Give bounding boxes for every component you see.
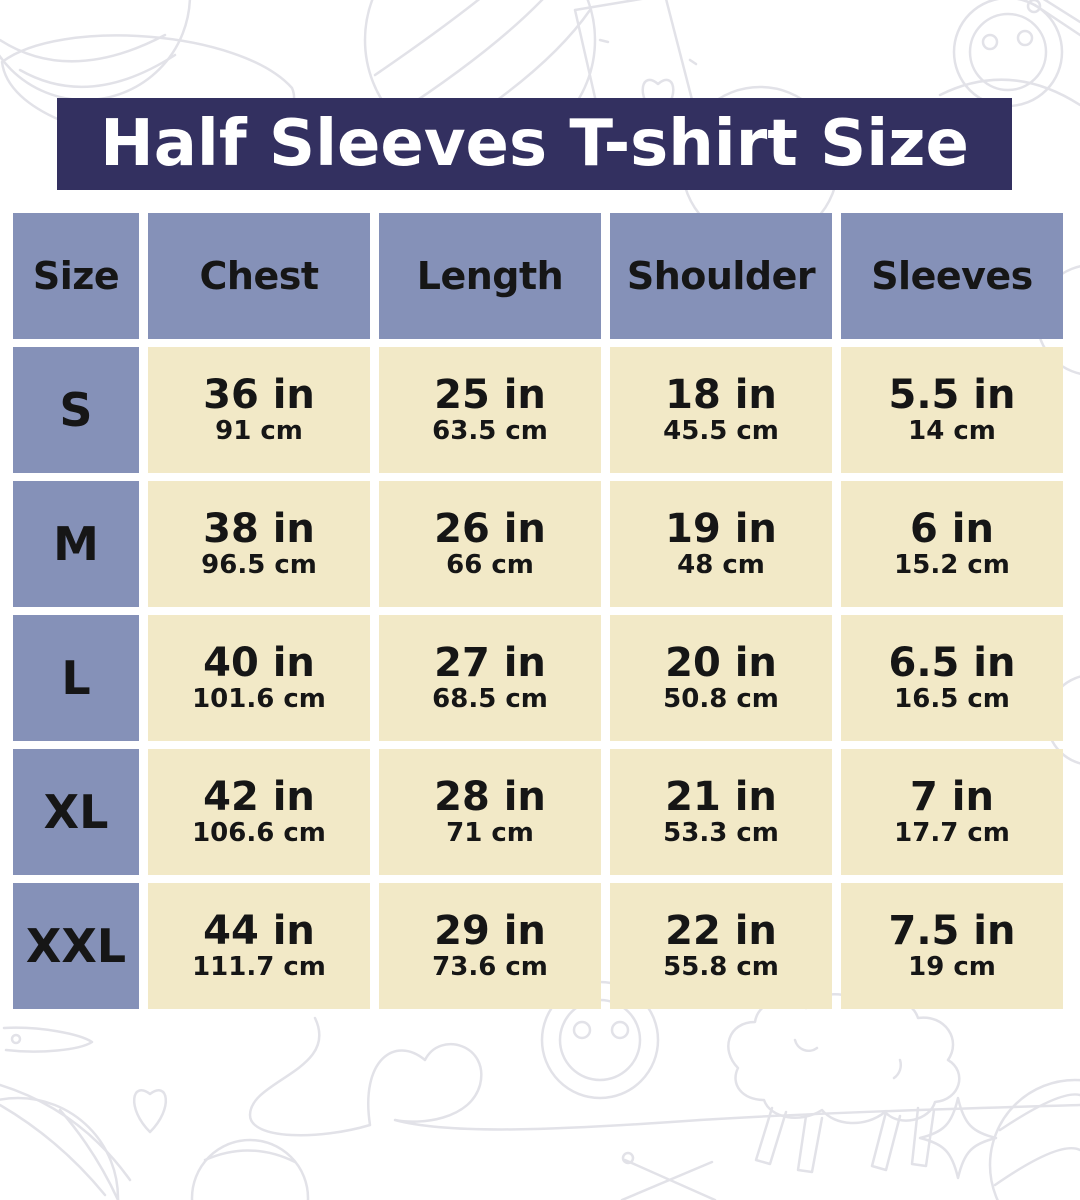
cell-s-length: 25 in 63.5 cm [379,347,601,473]
value-inches: 28 in [434,773,546,820]
thread-curve [938,78,1080,107]
value-inches: 20 in [665,639,777,686]
sheep-icon [727,993,961,1174]
value-inches: 26 in [434,505,546,552]
value-centimeters: 14 cm [908,416,996,447]
cell-m-shoulder: 19 in 48 cm [610,481,832,607]
title-banner: Half Sleeves T-shirt Size [57,98,1012,190]
row-label-xl: XL [13,749,139,875]
value-inches: 21 in [665,773,777,820]
yarn-ball-icon [190,1138,310,1200]
value-centimeters: 53.3 cm [663,818,779,849]
yarn-ball-icon [0,1083,132,1200]
column-header-length: Length [379,213,601,339]
value-inches: 6.5 in [888,639,1016,686]
value-centimeters: 91 cm [215,416,303,447]
yarn-thread-heart [248,1016,1080,1137]
column-header-chest: Chest [148,213,370,339]
cell-xl-shoulder: 21 in 53.3 cm [610,749,832,875]
value-centimeters: 16.5 cm [894,684,1010,715]
value-centimeters: 55.8 cm [663,952,779,983]
value-inches: 19 in [665,505,777,552]
cell-m-chest: 38 in 96.5 cm [148,481,370,607]
size-chart-table: Size Chest Length Shoulder Sleeves S 36 … [13,213,1063,1009]
value-centimeters: 19 cm [908,952,996,983]
cell-s-shoulder: 18 in 45.5 cm [610,347,832,473]
value-centimeters: 63.5 cm [432,416,548,447]
value-inches: 38 in [203,505,315,552]
column-header-shoulder: Shoulder [610,213,832,339]
value-inches: 25 in [434,371,546,418]
cell-l-shoulder: 20 in 50.8 cm [610,615,832,741]
cell-xxl-shoulder: 22 in 55.8 cm [610,883,832,1009]
crossed-needles-icon [620,1151,717,1200]
cell-l-length: 27 in 68.5 cm [379,615,601,741]
cell-xl-sleeves: 7 in 17.7 cm [841,749,1063,875]
value-inches: 7.5 in [888,907,1016,954]
cell-xxl-chest: 44 in 111.7 cm [148,883,370,1009]
cell-m-sleeves: 6 in 15.2 cm [841,481,1063,607]
cell-xxl-length: 29 in 73.6 cm [379,883,601,1009]
button-icon [952,0,1064,108]
value-inches: 40 in [203,639,315,686]
safety-pin-icon [1026,0,1080,37]
column-header-size: Size [13,213,139,339]
yarn-ball-icon [988,1078,1080,1200]
cell-l-sleeves: 6.5 in 16.5 cm [841,615,1063,741]
cell-xxl-sleeves: 7.5 in 19 cm [841,883,1063,1009]
value-inches: 22 in [665,907,777,954]
page-title: Half Sleeves T-shirt Size [100,107,969,181]
value-inches: 7 in [910,773,994,820]
row-label-s: S [13,347,139,473]
cell-l-chest: 40 in 101.6 cm [148,615,370,741]
cell-xl-length: 28 in 71 cm [379,749,601,875]
value-centimeters: 101.6 cm [192,684,326,715]
row-label-xxl: XXL [13,883,139,1009]
value-centimeters: 50.8 cm [663,684,779,715]
value-centimeters: 66 cm [446,550,534,581]
value-centimeters: 45.5 cm [663,416,779,447]
value-centimeters: 106.6 cm [192,818,326,849]
cell-s-sleeves: 5.5 in 14 cm [841,347,1063,473]
cell-m-length: 26 in 66 cm [379,481,601,607]
heart-icon [133,1089,167,1134]
row-label-m: M [13,481,139,607]
value-centimeters: 111.7 cm [192,952,326,983]
value-centimeters: 68.5 cm [432,684,548,715]
value-inches: 6 in [910,505,994,552]
value-inches: 29 in [434,907,546,954]
column-header-sleeves: Sleeves [841,213,1063,339]
value-centimeters: 73.6 cm [432,952,548,983]
value-centimeters: 17.7 cm [894,818,1010,849]
value-inches: 42 in [203,773,315,820]
sparkle-icon [918,1096,998,1180]
value-inches: 27 in [434,639,546,686]
value-inches: 44 in [203,907,315,954]
value-centimeters: 71 cm [446,818,534,849]
value-inches: 18 in [665,371,777,418]
cell-s-chest: 36 in 91 cm [148,347,370,473]
cell-xl-chest: 42 in 106.6 cm [148,749,370,875]
value-centimeters: 15.2 cm [894,550,1010,581]
value-centimeters: 96.5 cm [201,550,317,581]
row-label-l: L [13,615,139,741]
value-inches: 36 in [203,371,315,418]
value-centimeters: 48 cm [677,550,765,581]
needle-icon [2,1026,94,1053]
value-inches: 5.5 in [888,371,1016,418]
